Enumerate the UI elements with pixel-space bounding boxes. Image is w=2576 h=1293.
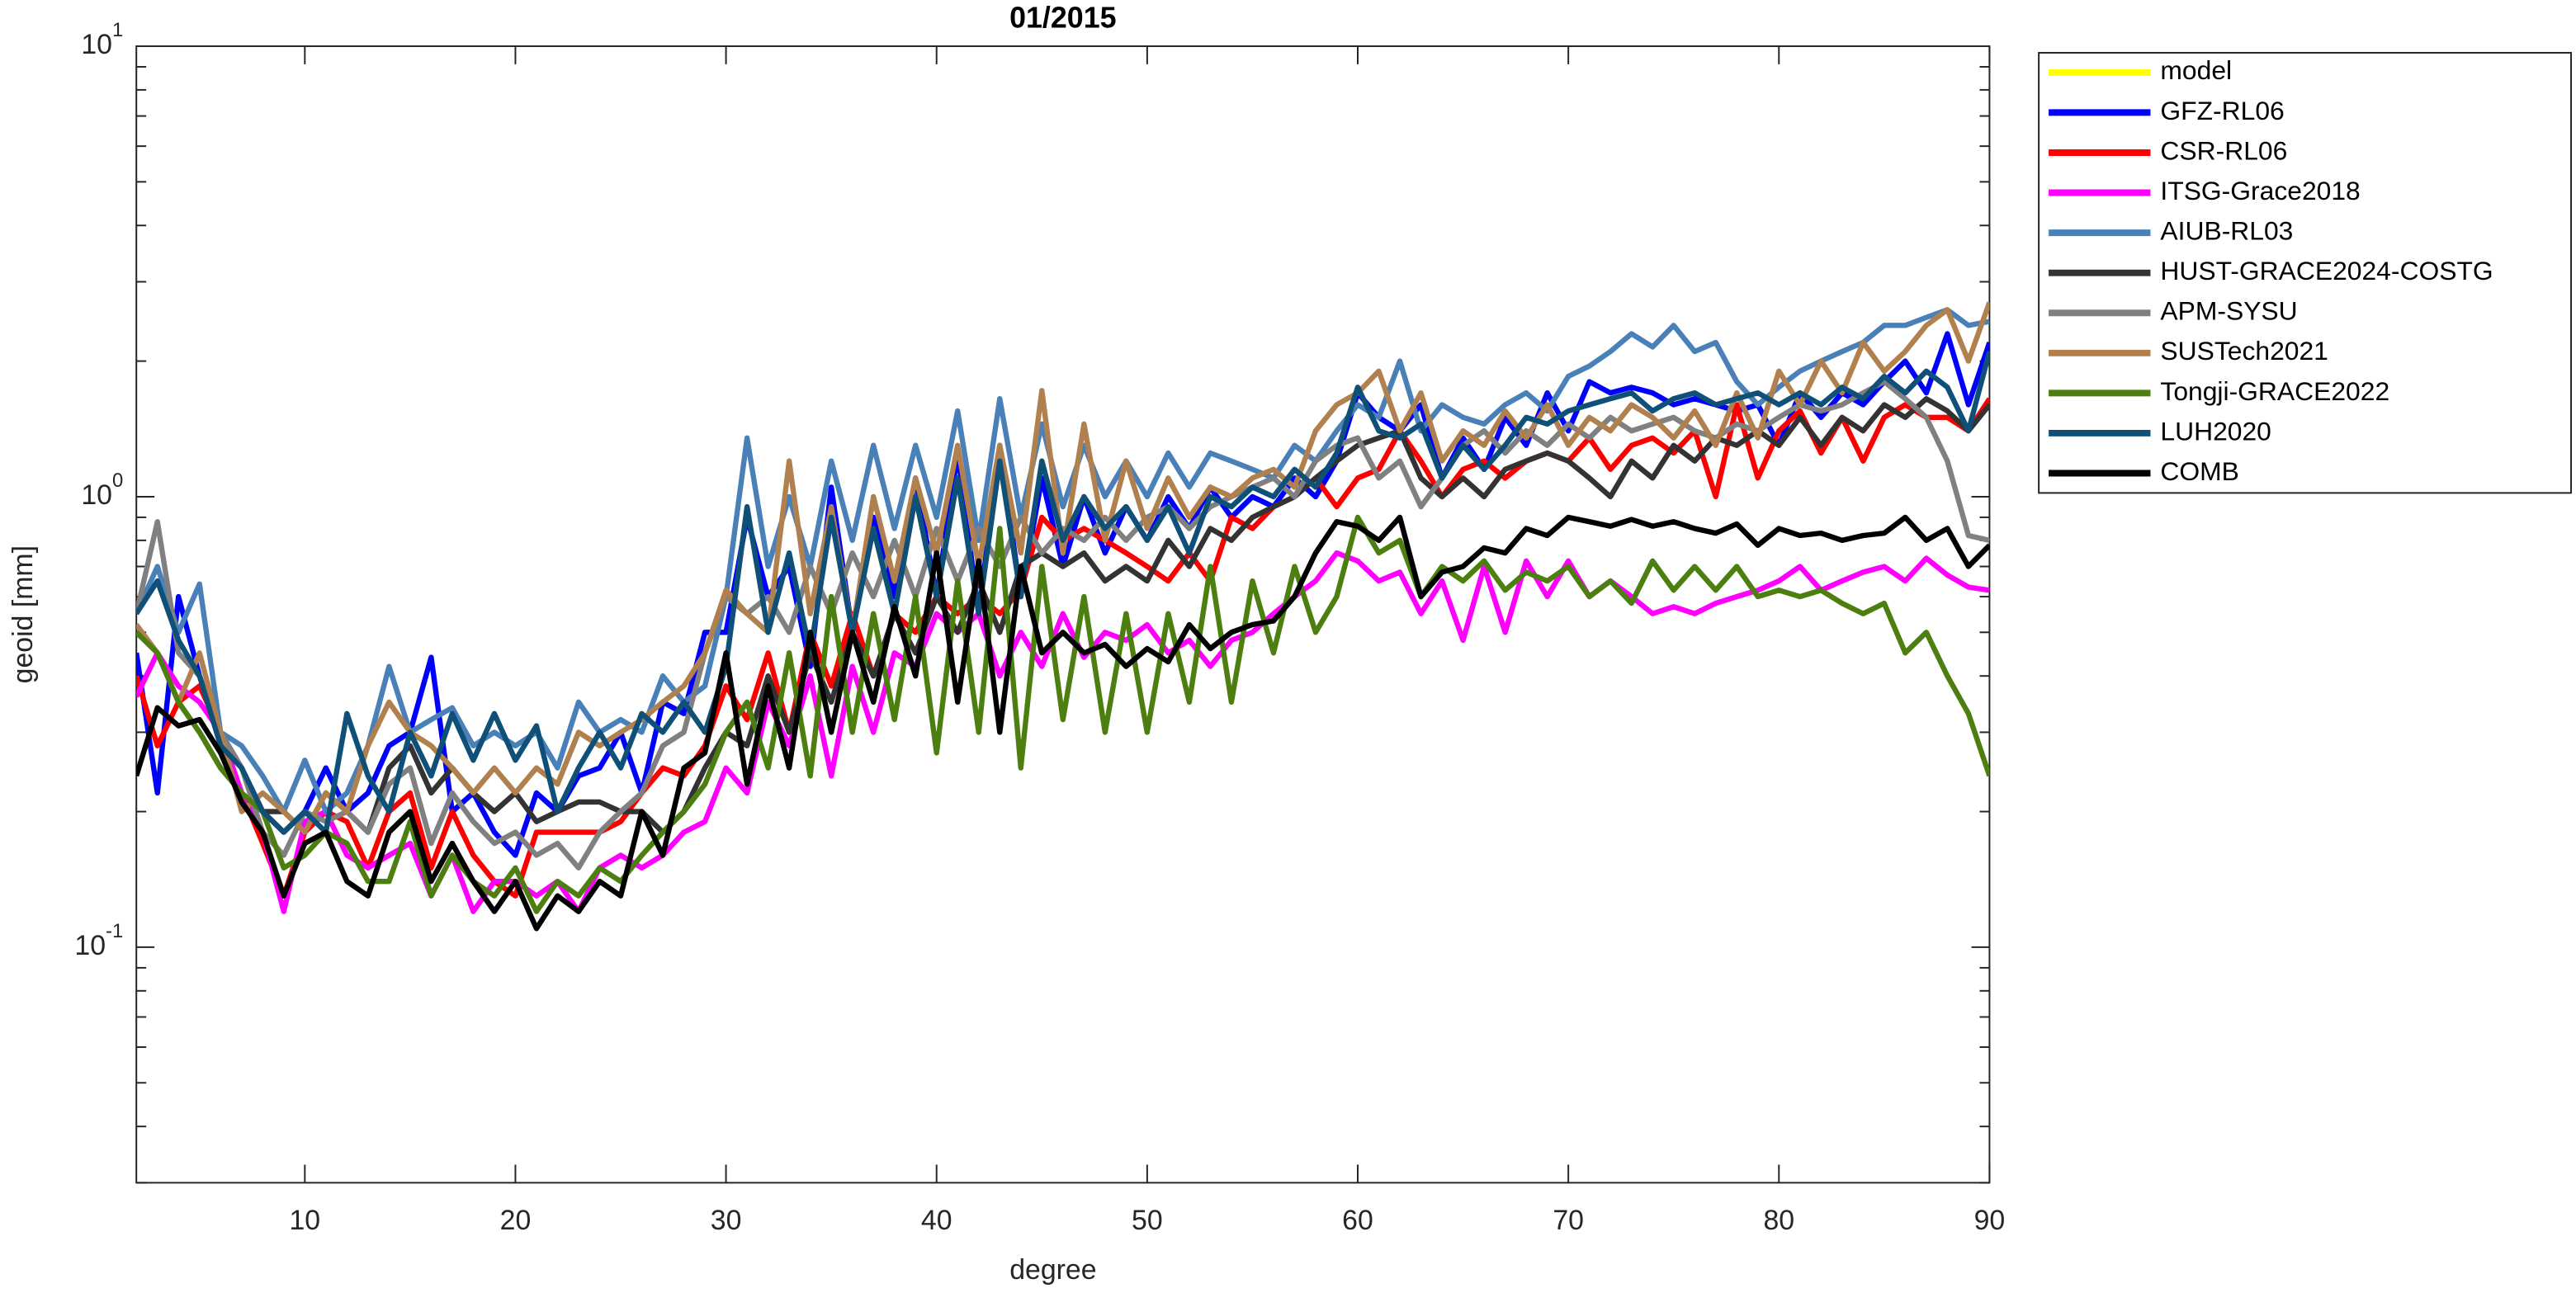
x-tick-label: 80 (1763, 1205, 1794, 1236)
series-line (136, 514, 1990, 932)
legend-label: CSR-RL06 (2160, 135, 2287, 165)
y-tick-label: 101 (81, 19, 123, 60)
legend-label: SUSTech2021 (2160, 336, 2328, 366)
legend-label: LUH2020 (2160, 416, 2271, 446)
series-line (136, 351, 1990, 835)
series-line (136, 396, 1990, 835)
x-tick-label: 40 (921, 1205, 952, 1236)
y-tick-label: 10-1 (74, 920, 123, 961)
legend-label: APM-SYSU (2160, 296, 2297, 326)
legend-label: ITSG-Grace2018 (2160, 176, 2360, 205)
x-tick-label: 70 (1553, 1205, 1584, 1236)
x-tick-label: 20 (500, 1205, 532, 1236)
series-line (136, 379, 1990, 871)
series-line (136, 301, 1990, 835)
x-tick-label: 50 (1132, 1205, 1163, 1236)
y-axis-label: geoid [mm] (7, 545, 39, 683)
x-axis-label: degree (1009, 1254, 1096, 1286)
legend-label: Tongji-GRACE2022 (2160, 376, 2389, 406)
series-line (136, 514, 1990, 914)
legend-label: COMB (2160, 456, 2239, 486)
x-tick-label: 30 (711, 1205, 742, 1236)
x-tick-label: 60 (1342, 1205, 1373, 1236)
legend-label: AIUB-RL03 (2160, 216, 2293, 246)
legend-label: HUST-GRACE2024-COSTG (2160, 256, 2493, 285)
chart-title: 01/2015 (1009, 2, 1116, 35)
legend-label: GFZ-RL06 (2160, 96, 2284, 125)
x-tick-label: 90 (1974, 1205, 2006, 1236)
x-tick-label: 10 (289, 1205, 320, 1236)
y-tick-label: 100 (81, 470, 123, 511)
legend-label: model (2160, 55, 2232, 85)
series-line (136, 307, 1990, 814)
